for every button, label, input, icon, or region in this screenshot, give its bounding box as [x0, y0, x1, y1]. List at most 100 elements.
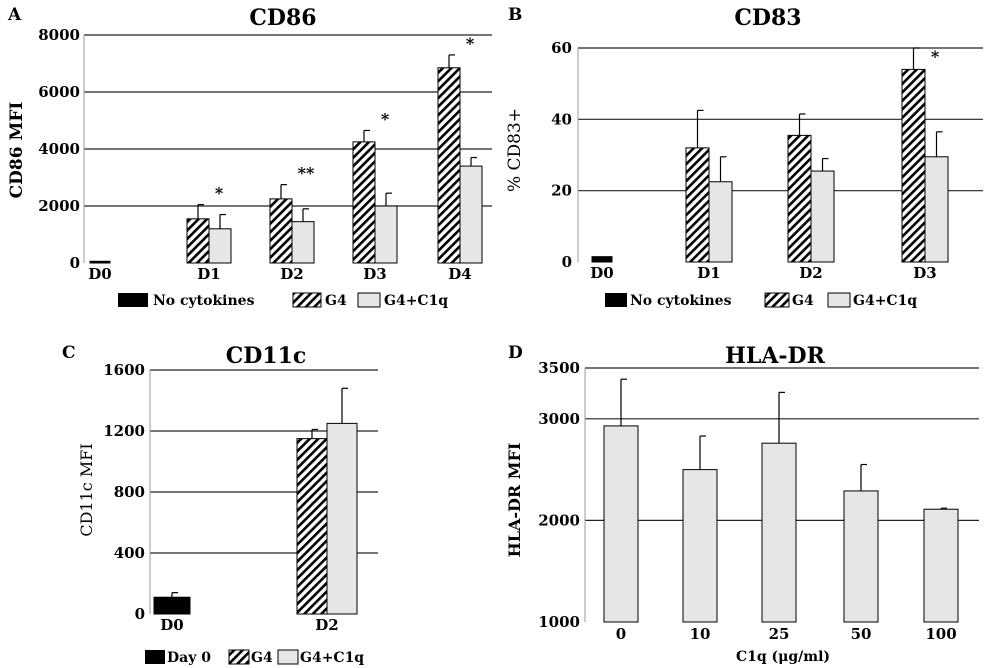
- p1-y-tick-label: 60: [551, 39, 572, 57]
- legend-a-swatch-g4: [292, 292, 322, 308]
- legend-b-swatch-g4: [764, 292, 790, 308]
- p0-x-tick-label: D1: [197, 265, 220, 283]
- p0-bar-D3: [352, 141, 376, 264]
- p3-x-tick-label: 25: [769, 625, 790, 643]
- p0-bar-D1: [186, 218, 210, 264]
- p0-x-tick-label: D4: [448, 265, 471, 283]
- p1-x-tick-label: D0: [590, 264, 613, 282]
- p1-bar-D2: [787, 134, 812, 263]
- legend-b-label-no-cytokines: No cytokines: [630, 293, 732, 309]
- panel-a: A CD86 CD86 MFI 0 2000 4000 6000 8000 D0 D1 D2 D…: [7, 5, 492, 309]
- panel-d-ylabel: HLA-DR MFI: [505, 443, 524, 558]
- p1-y-tick-label: 40: [551, 110, 572, 128]
- p0-y-tick-label: 8000: [38, 26, 80, 44]
- p0-bar-D0: [89, 260, 111, 264]
- p1-bar-D0: [591, 256, 613, 263]
- p1-bar-D3: [901, 68, 926, 263]
- legend-c-swatch-g4c1q: [277, 649, 299, 665]
- p2-y-tick-label: 800: [114, 483, 145, 501]
- panel-d-xlabel: C1q (μg/ml): [736, 649, 830, 665]
- p3-y-tick-label: 3000: [538, 410, 580, 428]
- p0-bar-D2: [269, 198, 293, 264]
- p0-significance-marker: *: [215, 184, 224, 203]
- p0-bar-D4: [437, 67, 461, 264]
- legend-b-swatch-g4c1q: [827, 292, 851, 308]
- p1-significance-marker: *: [931, 47, 940, 66]
- panel-c-plot: 0 400 800 1200 1600 D0 D2: [103, 361, 378, 634]
- p1-x-tick-label: D2: [799, 264, 822, 282]
- legend-c-swatch-g4: [228, 649, 250, 665]
- legend-c-swatch-day0: [145, 650, 165, 664]
- p3-x-tick-label: 50: [851, 625, 872, 643]
- p3-bar-100: [923, 508, 959, 623]
- legend-a-label-g4c1q: G4+C1q: [384, 293, 448, 309]
- p3-y-tick-label: 2000: [538, 511, 580, 529]
- panel-c: C CD11c CD11c MFI 0 400 800 1200 1600 D0 D2 Da…: [62, 343, 378, 666]
- p2-x-tick-label: D0: [160, 616, 183, 634]
- legend-c-label-day0: Day 0: [167, 650, 211, 666]
- p2-y-tick-label: 1200: [103, 422, 145, 440]
- p3-x-tick-label: 10: [690, 625, 711, 643]
- p0-y-tick-label: 6000: [38, 83, 80, 101]
- panel-b: B CD83 % CD83+ 0 20 40 60 D0 D1 D2 D3 * No cytok…: [505, 5, 983, 309]
- panel-c-ylabel: CD11c MFI: [77, 443, 96, 536]
- panel-b-ylabel: % CD83+: [505, 108, 525, 192]
- p2-y-tick-label: 400: [114, 544, 145, 562]
- panel-a-legend: No cytokines G4 G4+C1q: [118, 292, 448, 309]
- p3-y-tick-label: 3500: [538, 359, 580, 377]
- legend-b-label-g4c1q: G4+C1q: [853, 293, 917, 309]
- p0-bar-D4: [459, 165, 483, 264]
- p0-x-tick-label: D2: [280, 265, 303, 283]
- p3-bar-25: [761, 442, 797, 623]
- panel-b-plot: 0 20 40 60 D0 D1 D2 D3 *: [551, 39, 983, 282]
- p3-bar-0: [603, 425, 639, 623]
- p1-x-tick-label: D1: [697, 264, 720, 282]
- legend-a-swatch-no-cytokines: [118, 293, 148, 307]
- p3-bar-10: [682, 469, 718, 623]
- p2-y-tick-label: 0: [135, 605, 145, 623]
- panel-a-title: CD86: [249, 5, 316, 31]
- p0-bar-D3: [374, 205, 398, 264]
- panel-a-ylabel: CD86 MFI: [7, 102, 27, 199]
- p2-y-tick-label: 1600: [103, 361, 145, 379]
- p2-x-tick-label: D2: [315, 616, 338, 634]
- p1-bar-D1: [685, 147, 710, 263]
- legend-a-label-g4: G4: [325, 293, 347, 309]
- legend-c-label-g4c1q: G4+C1q: [300, 650, 364, 666]
- p1-bar-D2: [810, 170, 835, 263]
- p0-significance-marker: **: [298, 164, 315, 183]
- p3-x-tick-label: 0: [616, 625, 626, 643]
- p3-x-tick-label: 100: [925, 625, 956, 643]
- panel-b-legend: No cytokines G4 G4+C1q: [605, 292, 917, 309]
- legend-a-swatch-g4c1q: [357, 292, 381, 308]
- p0-y-tick-label: 2000: [38, 197, 80, 215]
- p2-bar-D2: [326, 422, 358, 615]
- p1-bar-D1: [708, 181, 733, 263]
- p0-y-tick-label: 4000: [38, 140, 80, 158]
- p0-significance-marker: *: [381, 109, 390, 128]
- p1-bar-D3: [924, 156, 949, 263]
- panel-d-title: HLA-DR: [725, 343, 826, 369]
- panel-c-title: CD11c: [226, 343, 307, 369]
- p2-bar-D0: [153, 596, 191, 615]
- legend-c-label-g4: G4: [251, 650, 273, 666]
- p0-y-tick-label: 0: [70, 254, 80, 272]
- p1-y-tick-label: 20: [551, 182, 572, 200]
- p1-y-tick-label: 0: [562, 253, 572, 271]
- panel-d-plot: 1000 2000 3000 3500 0 10 25 50 100: [538, 359, 979, 643]
- p0-x-tick-label: D0: [88, 265, 111, 283]
- panel-d: D HLA-DR HLA-DR MFI 1000 2000 3000 3500 0 10 2…: [505, 343, 979, 665]
- panel-a-letter: A: [7, 5, 22, 25]
- legend-b-swatch-no-cytokines: [605, 293, 627, 307]
- legend-a-label-no-cytokines: No cytokines: [153, 293, 255, 309]
- panel-b-title: CD83: [734, 5, 801, 31]
- p0-bar-D2: [291, 221, 315, 264]
- panel-d-letter: D: [508, 343, 523, 363]
- p0-significance-marker: *: [466, 34, 475, 53]
- panel-b-letter: B: [508, 5, 522, 25]
- p0-x-tick-label: D3: [363, 265, 386, 283]
- p3-bar-50: [843, 490, 879, 623]
- p2-bar-D2: [296, 438, 328, 615]
